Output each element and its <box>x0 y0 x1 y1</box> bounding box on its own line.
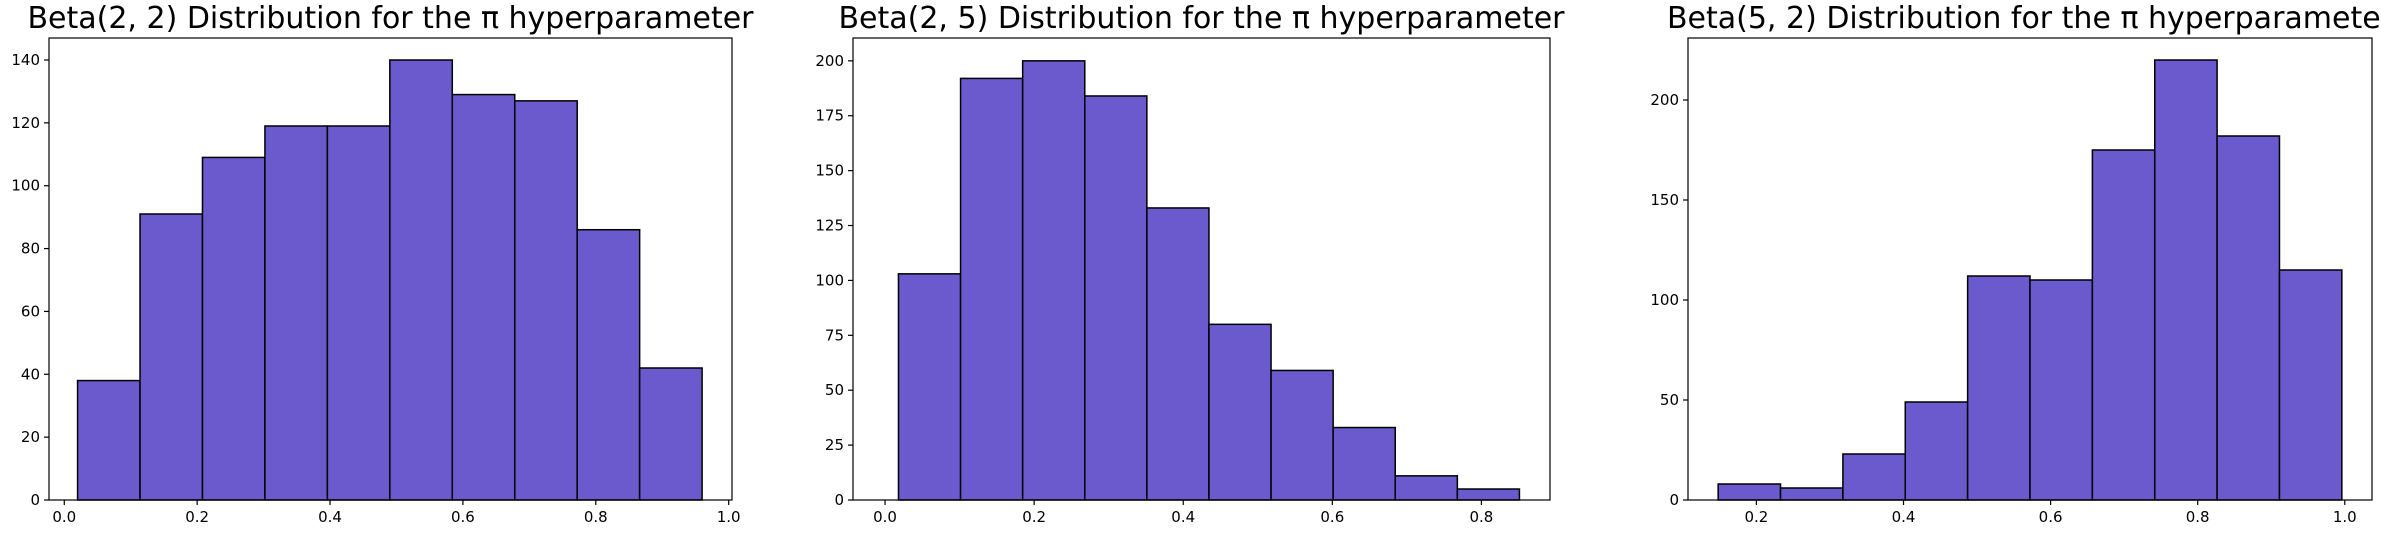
bar <box>2029 279 2094 501</box>
plot-frame <box>1687 37 2373 501</box>
bar <box>1021 60 1086 501</box>
x-tick-label: 1.0 <box>2333 508 2357 526</box>
bar <box>897 273 962 501</box>
bar <box>2216 135 2281 501</box>
bar <box>76 379 141 501</box>
bar <box>1456 488 1521 501</box>
bar <box>326 125 391 501</box>
y-tick-label: 75 <box>825 326 844 344</box>
chart-title: Beta(2, 5) Distribution for the π hyperp… <box>838 1 1565 36</box>
y-tick-label: 50 <box>1660 391 1679 409</box>
x-tick-label: 0.4 <box>318 508 342 526</box>
plot-frame <box>852 37 1551 501</box>
bar <box>2091 149 2156 501</box>
bar <box>576 228 641 501</box>
y-tick-label: 40 <box>21 365 40 383</box>
x-tick-label: 0.8 <box>584 508 608 526</box>
plot-frame <box>48 37 733 501</box>
y-tick-label: 150 <box>1650 191 1679 209</box>
bar <box>1904 401 1969 501</box>
chart-title: Beta(2, 2) Distribution for the π hyperp… <box>27 1 754 36</box>
bar <box>1842 453 1907 501</box>
y-tick-label: 50 <box>825 381 844 399</box>
y-tick-label: 100 <box>11 177 40 195</box>
y-tick-label: 20 <box>21 428 40 446</box>
y-tick-label: 120 <box>11 114 40 132</box>
y-tick-label: 60 <box>21 302 40 320</box>
bar <box>1394 475 1459 501</box>
y-tick-label: 0 <box>1669 491 1679 509</box>
y-tick-label: 100 <box>1650 291 1679 309</box>
x-tick-label: 0.0 <box>52 508 76 526</box>
bar <box>1332 426 1396 501</box>
x-tick-label: 1.0 <box>717 508 741 526</box>
x-tick-label: 0.2 <box>1022 508 1046 526</box>
bar <box>264 125 329 501</box>
chart-title: Beta(5, 2) Distribution for the π hyperp… <box>1667 1 2381 36</box>
y-tick-label: 175 <box>815 107 844 125</box>
bar <box>451 93 516 501</box>
y-tick-label: 25 <box>825 436 844 454</box>
bar <box>2278 269 2343 501</box>
x-tick-label: 0.8 <box>1469 508 1493 526</box>
bar <box>638 367 703 501</box>
bar <box>513 100 578 501</box>
y-tick-label: 140 <box>11 51 40 69</box>
x-tick-label: 0.2 <box>185 508 209 526</box>
x-tick-label: 0.6 <box>2039 508 2063 526</box>
bar <box>389 59 454 501</box>
x-tick-label: 0.6 <box>1320 508 1344 526</box>
bar <box>959 77 1024 501</box>
y-tick-label: 0 <box>30 491 40 509</box>
x-tick-label: 0.2 <box>1744 508 1768 526</box>
x-tick-label: 0.4 <box>1892 508 1916 526</box>
y-tick-label: 100 <box>815 271 844 289</box>
y-tick-label: 125 <box>815 217 844 235</box>
bar <box>1966 275 2031 501</box>
bar <box>2153 59 2218 501</box>
bar <box>1208 323 1272 501</box>
y-tick-label: 80 <box>21 240 40 258</box>
bar <box>139 213 204 501</box>
bar <box>1717 483 1782 501</box>
bar <box>1084 95 1148 501</box>
bar <box>201 156 266 501</box>
bar <box>1270 369 1334 501</box>
x-tick-label: 0.0 <box>873 508 897 526</box>
x-tick-label: 0.4 <box>1171 508 1195 526</box>
bar <box>1779 487 1844 501</box>
y-tick-label: 0 <box>834 491 844 509</box>
x-tick-label: 0.8 <box>2186 508 2210 526</box>
bar <box>1146 207 1210 501</box>
y-tick-label: 200 <box>815 52 844 70</box>
y-tick-label: 200 <box>1650 91 1679 109</box>
x-tick-label: 0.6 <box>451 508 475 526</box>
y-tick-label: 150 <box>815 162 844 180</box>
